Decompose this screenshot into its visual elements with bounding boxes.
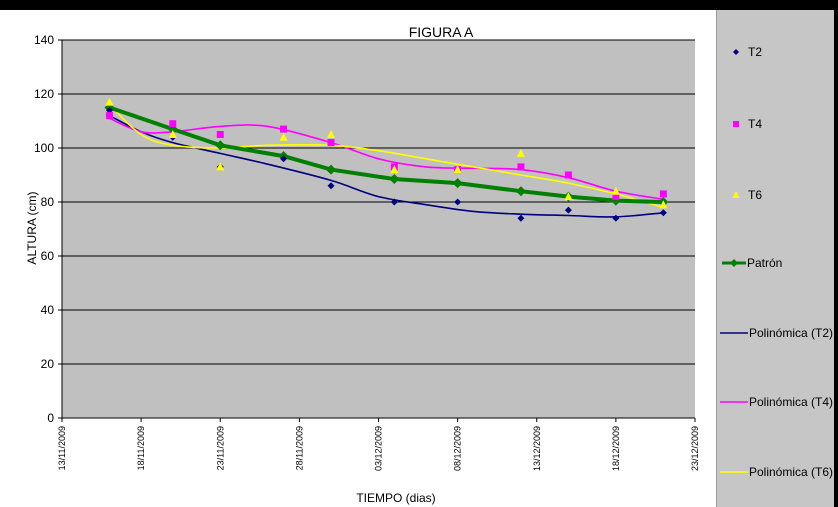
- data-point: [280, 155, 288, 163]
- data-point: [327, 130, 336, 138]
- series: [104, 97, 669, 222]
- data-point: [659, 190, 667, 198]
- legend-marker: [732, 191, 740, 198]
- legend-label: T4: [748, 117, 762, 131]
- legend-marker: [733, 49, 739, 55]
- x-tick-label: 08/12/2009: [453, 426, 463, 471]
- data-point: [326, 164, 337, 175]
- legend-marker: [733, 121, 739, 127]
- legend-label: Polinómica (T4): [749, 395, 833, 409]
- x-tick-label: 13/11/2009: [57, 426, 67, 470]
- x-tick-label: 23/11/2009: [215, 426, 225, 470]
- x-tick-label: 03/12/2009: [374, 426, 384, 471]
- x-tick-label: 23/12/2009: [690, 426, 700, 471]
- data-point: [105, 97, 114, 106]
- y-tick-label: 120: [34, 87, 54, 101]
- gridlines: [58, 39, 695, 419]
- legend-label: T2: [748, 45, 762, 59]
- data-point: [168, 130, 177, 138]
- axes: [61, 40, 696, 422]
- legend[interactable]: [716, 10, 838, 507]
- data-point: [105, 112, 113, 120]
- trendline: [108, 104, 664, 209]
- y-tick-label: 80: [41, 195, 55, 209]
- legend-label: Polinómica (T6): [749, 465, 833, 479]
- x-tick-labels: 13/11/2009 18/11/2009 23/11/2009 28/11/2009…: [57, 426, 700, 471]
- data-point: [327, 182, 335, 190]
- y-tick-label: 20: [41, 357, 55, 371]
- legend-entry-polin-mica-t6[interactable]: Polinómica (T6): [720, 465, 833, 479]
- series-polin-mica-t6: [108, 104, 664, 209]
- legend-entry-polin-mica-t2[interactable]: Polinómica (T2): [720, 326, 833, 340]
- data-point: [327, 139, 335, 147]
- legend-marker: [730, 259, 738, 267]
- legend-label: Patrón: [747, 256, 782, 270]
- data-point: [564, 206, 572, 214]
- plot-area[interactable]: [62, 40, 695, 418]
- data-point: [611, 186, 620, 195]
- y-tick-label: 0: [47, 411, 54, 425]
- data-point: [280, 125, 288, 133]
- data-point: [452, 178, 463, 189]
- legend-entries: T2 T4 T6 Patrón Polinómica (T2) Polinómica (T…: [720, 45, 833, 479]
- spreadsheet-border: [0, 0, 838, 10]
- data-point: [390, 198, 398, 206]
- data-point: [169, 120, 177, 128]
- legend-entry-t4[interactable]: T4: [733, 117, 762, 131]
- data-point: [215, 140, 226, 151]
- data-point: [390, 165, 399, 174]
- data-point: [516, 148, 525, 157]
- data-point: [453, 165, 462, 174]
- chart-title: FIGURA A: [409, 24, 474, 40]
- data-point: [659, 200, 668, 209]
- legend-entry-t2[interactable]: T2: [733, 45, 762, 59]
- x-tick-label: 18/12/2009: [611, 426, 621, 471]
- legend-entry-polin-mica-t4[interactable]: Polinómica (T4): [720, 395, 833, 409]
- data-point: [564, 192, 573, 201]
- data-point: [517, 163, 525, 171]
- data-point: [517, 214, 525, 222]
- data-point: [279, 132, 288, 141]
- data-point: [167, 124, 178, 135]
- x-axis-label: TIEMPO (dias): [356, 491, 435, 505]
- legend-entry-t6[interactable]: T6: [732, 188, 763, 202]
- x-tick-label: 13/12/2009: [532, 426, 542, 471]
- x-tick-label: 28/11/2009: [294, 426, 304, 470]
- data-point: [659, 209, 667, 217]
- data-point: [515, 186, 526, 197]
- series-polin-mica-t2: [109, 114, 664, 218]
- legend-label: Polinómica (T2): [749, 326, 833, 340]
- data-point: [612, 193, 620, 201]
- y-tick-label: 100: [34, 141, 54, 155]
- data-point: [216, 162, 225, 171]
- y-tick-label: 60: [41, 249, 55, 263]
- y-tick-label: 40: [41, 303, 55, 317]
- y-tick-label: 140: [34, 33, 54, 47]
- data-point: [105, 106, 113, 114]
- legend-entry-patr-n[interactable]: Patrón: [722, 256, 782, 270]
- series-t6: [105, 97, 668, 209]
- legend-label: T6: [748, 188, 762, 202]
- y-tick-labels: 0 20 40 60 80 100 120 140: [34, 33, 54, 425]
- data-point: [216, 131, 224, 138]
- x-tick-label: 18/11/2009: [136, 426, 146, 470]
- data-point: [564, 171, 572, 179]
- data-point: [612, 214, 620, 222]
- data-point: [389, 174, 400, 185]
- data-point: [454, 198, 462, 206]
- spreadsheet-border-right: [834, 10, 838, 507]
- y-axis-label: ALTURA (cm): [25, 191, 39, 264]
- trendline: [109, 114, 664, 218]
